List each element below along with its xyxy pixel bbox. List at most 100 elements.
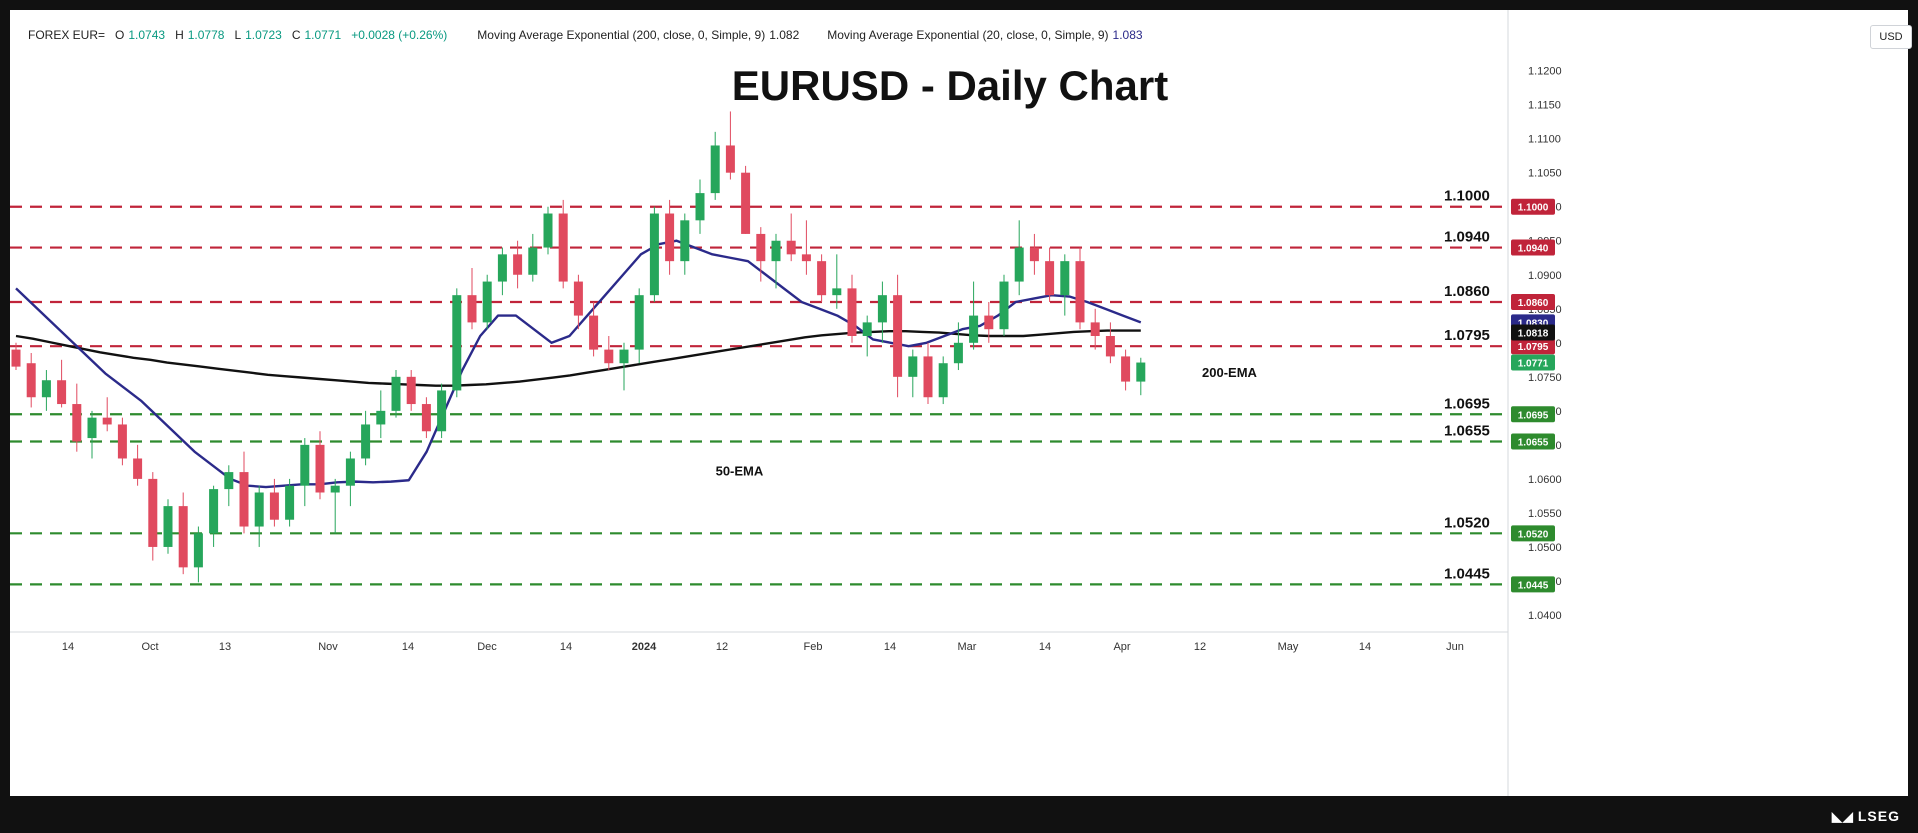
candle-body <box>87 417 97 439</box>
candle-body <box>604 349 614 364</box>
change-value: +0.0028 (+0.26%) <box>351 28 448 42</box>
annotation-label: 200-EMA <box>1202 365 1258 380</box>
candle-body <box>209 489 219 534</box>
x-tick-label: Nov <box>318 641 338 653</box>
lseg-logo: ◣◢ LSEG <box>1832 808 1900 825</box>
candle-body <box>406 376 416 405</box>
candle-body <box>695 193 705 221</box>
high-label: H <box>175 28 184 42</box>
candle-body <box>847 288 857 336</box>
x-tick-label: Feb <box>804 641 823 653</box>
legend-header: FOREX EUR= O 1.0743 H 1.0778 L 1.0723 C 1.07… <box>28 26 1165 44</box>
x-tick-label: 14 <box>1039 641 1051 653</box>
candle-body <box>1060 261 1070 296</box>
price-tag <box>1511 354 1555 371</box>
y-tick-label: 1.1150 <box>1528 100 1561 112</box>
annotation-label: 50-EMA <box>716 463 764 478</box>
candle-body <box>330 485 340 493</box>
indicator-ema200-label[interactable]: Moving Average Exponential (200, close, … <box>477 28 766 42</box>
level-label: 1.1000 <box>1444 188 1490 205</box>
candle-body <box>437 390 447 432</box>
candle-body <box>832 288 842 296</box>
candle-body <box>376 410 386 425</box>
level-price-tag <box>1511 293 1555 310</box>
indicator-ema20-label[interactable]: Moving Average Exponential (20, close, 0… <box>827 28 1109 42</box>
low-value: 1.0723 <box>245 28 282 42</box>
chart-plot[interactable]: 1.04001.04501.05001.05501.06001.06501.07… <box>10 10 1908 796</box>
price-tag-label: 1.0818 <box>1518 329 1549 340</box>
candle-body <box>634 295 644 350</box>
price-tag-label: 1.0830 <box>1518 318 1549 329</box>
x-tick-label: Dec <box>477 641 497 653</box>
candle-body <box>72 404 82 442</box>
candle-body <box>938 363 948 398</box>
candle-body <box>513 254 523 275</box>
x-tick-label: Oct <box>141 641 158 653</box>
level-price-tag-label: 1.0860 <box>1518 298 1549 309</box>
close-label: C <box>291 28 301 42</box>
level-price-tag-label: 1.0940 <box>1518 244 1549 255</box>
candle-body <box>269 492 279 520</box>
candle-body <box>680 220 690 262</box>
y-tick-label: 1.0900 <box>1528 270 1562 282</box>
lseg-logo-text: LSEG <box>1857 808 1900 824</box>
level-price-tag <box>1511 338 1555 355</box>
x-tick-label: 14 <box>402 641 414 653</box>
candle-body <box>877 295 887 323</box>
indicator-ema20-value: 1.083 <box>1112 28 1143 42</box>
candle-body <box>1105 336 1115 357</box>
x-tick-label: 13 <box>219 641 231 653</box>
y-tick-label: 1.0400 <box>1528 610 1562 622</box>
candle-body <box>1029 247 1039 262</box>
high-value: 1.0778 <box>187 28 225 42</box>
candle-body <box>57 380 67 405</box>
candle-body <box>102 417 112 425</box>
level-label: 1.0795 <box>1444 327 1490 344</box>
candle-body <box>163 506 173 547</box>
open-label: O <box>115 28 125 42</box>
level-label: 1.0860 <box>1444 283 1490 300</box>
candle-body <box>589 315 599 350</box>
candle-body <box>969 315 979 343</box>
x-tick-label: Mar <box>958 641 977 653</box>
level-label: 1.0940 <box>1444 229 1490 246</box>
price-tag-label: 1.0771 <box>1518 359 1549 370</box>
candle-body <box>482 281 492 323</box>
candle-body <box>528 247 538 275</box>
candle-body <box>1075 261 1085 323</box>
candle-body <box>558 213 568 282</box>
candle-body <box>817 261 827 296</box>
candle-body <box>117 424 127 459</box>
x-tick-label: 12 <box>1194 641 1206 653</box>
low-label: L <box>234 28 242 42</box>
candle-body <box>391 376 401 411</box>
candle-body <box>725 145 735 173</box>
y-tick-label: 1.1050 <box>1528 168 1562 180</box>
x-tick-label: 12 <box>716 641 728 653</box>
candle-body <box>984 315 994 330</box>
candle-body <box>649 213 659 296</box>
candle-body <box>543 213 553 248</box>
x-tick-label: 14 <box>560 641 572 653</box>
candle-body <box>665 213 675 262</box>
candle-body <box>619 349 629 364</box>
lseg-logo-icon: ◣◢ <box>1831 809 1854 824</box>
x-tick-label: 14 <box>62 641 74 653</box>
candle-body <box>254 492 264 527</box>
candle-body <box>452 295 462 391</box>
candle-body <box>41 380 51 398</box>
candle-body <box>300 444 310 486</box>
candle-body <box>741 172 751 234</box>
y-tick-label: 1.1100 <box>1528 134 1561 146</box>
level-label: 1.0655 <box>1444 422 1490 439</box>
level-price-tag-label: 1.0445 <box>1518 580 1549 591</box>
candle-body <box>771 240 781 262</box>
level-price-tag-label: 1.0695 <box>1518 410 1549 421</box>
y-tick-label: 1.0600 <box>1528 474 1562 486</box>
currency-button[interactable]: USD <box>1870 25 1912 49</box>
candle-body <box>862 322 872 336</box>
level-price-tag <box>1511 198 1555 215</box>
candle-body <box>710 145 720 194</box>
symbol-label[interactable]: FOREX EUR= <box>28 28 106 42</box>
level-price-tag-label: 1.0795 <box>1518 342 1549 353</box>
